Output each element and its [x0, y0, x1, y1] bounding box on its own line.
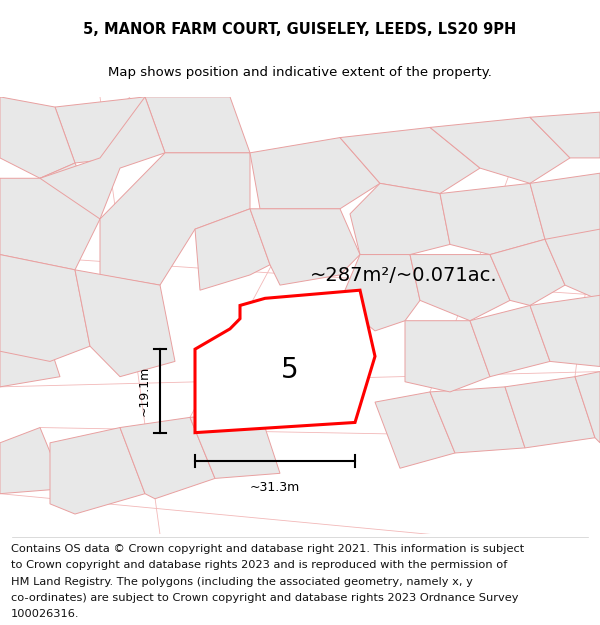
Polygon shape [575, 372, 600, 442]
Polygon shape [100, 153, 250, 285]
Text: ~287m²/~0.071ac.: ~287m²/~0.071ac. [310, 266, 497, 285]
Polygon shape [345, 254, 420, 331]
Polygon shape [430, 387, 525, 453]
Polygon shape [490, 239, 565, 306]
Polygon shape [195, 209, 270, 290]
Polygon shape [195, 290, 375, 432]
Polygon shape [0, 97, 75, 178]
Polygon shape [120, 418, 215, 499]
Polygon shape [405, 321, 490, 392]
Polygon shape [530, 173, 600, 244]
Polygon shape [470, 306, 550, 377]
Text: co-ordinates) are subject to Crown copyright and database rights 2023 Ordnance S: co-ordinates) are subject to Crown copyr… [11, 592, 518, 602]
Polygon shape [0, 428, 65, 494]
Polygon shape [40, 97, 165, 219]
Text: to Crown copyright and database rights 2023 and is reproduced with the permissio: to Crown copyright and database rights 2… [11, 561, 507, 571]
Polygon shape [0, 163, 100, 270]
Text: 5: 5 [281, 356, 299, 384]
Polygon shape [430, 118, 570, 183]
Polygon shape [440, 183, 545, 254]
Text: HM Land Registry. The polygons (including the associated geometry, namely x, y: HM Land Registry. The polygons (includin… [11, 577, 473, 587]
Polygon shape [350, 183, 450, 254]
Polygon shape [410, 254, 510, 321]
Text: Map shows position and indicative extent of the property.: Map shows position and indicative extent… [108, 66, 492, 79]
Polygon shape [50, 428, 145, 514]
Polygon shape [75, 270, 175, 377]
Text: 100026316.: 100026316. [11, 609, 79, 619]
Text: 5, MANOR FARM COURT, GUISELEY, LEEDS, LS20 9PH: 5, MANOR FARM COURT, GUISELEY, LEEDS, LS… [83, 21, 517, 36]
Polygon shape [250, 209, 360, 285]
Polygon shape [190, 412, 280, 478]
Polygon shape [250, 138, 380, 209]
Text: ~19.1m: ~19.1m [138, 366, 151, 416]
Polygon shape [505, 377, 595, 448]
Text: ~31.3m: ~31.3m [250, 481, 300, 494]
Polygon shape [0, 254, 90, 361]
Polygon shape [530, 112, 600, 158]
Polygon shape [340, 127, 480, 194]
Polygon shape [530, 295, 600, 366]
Polygon shape [545, 229, 600, 301]
Polygon shape [0, 316, 60, 387]
Polygon shape [375, 392, 455, 468]
Text: Contains OS data © Crown copyright and database right 2021. This information is : Contains OS data © Crown copyright and d… [11, 544, 524, 554]
Polygon shape [145, 97, 250, 153]
Polygon shape [55, 97, 165, 163]
